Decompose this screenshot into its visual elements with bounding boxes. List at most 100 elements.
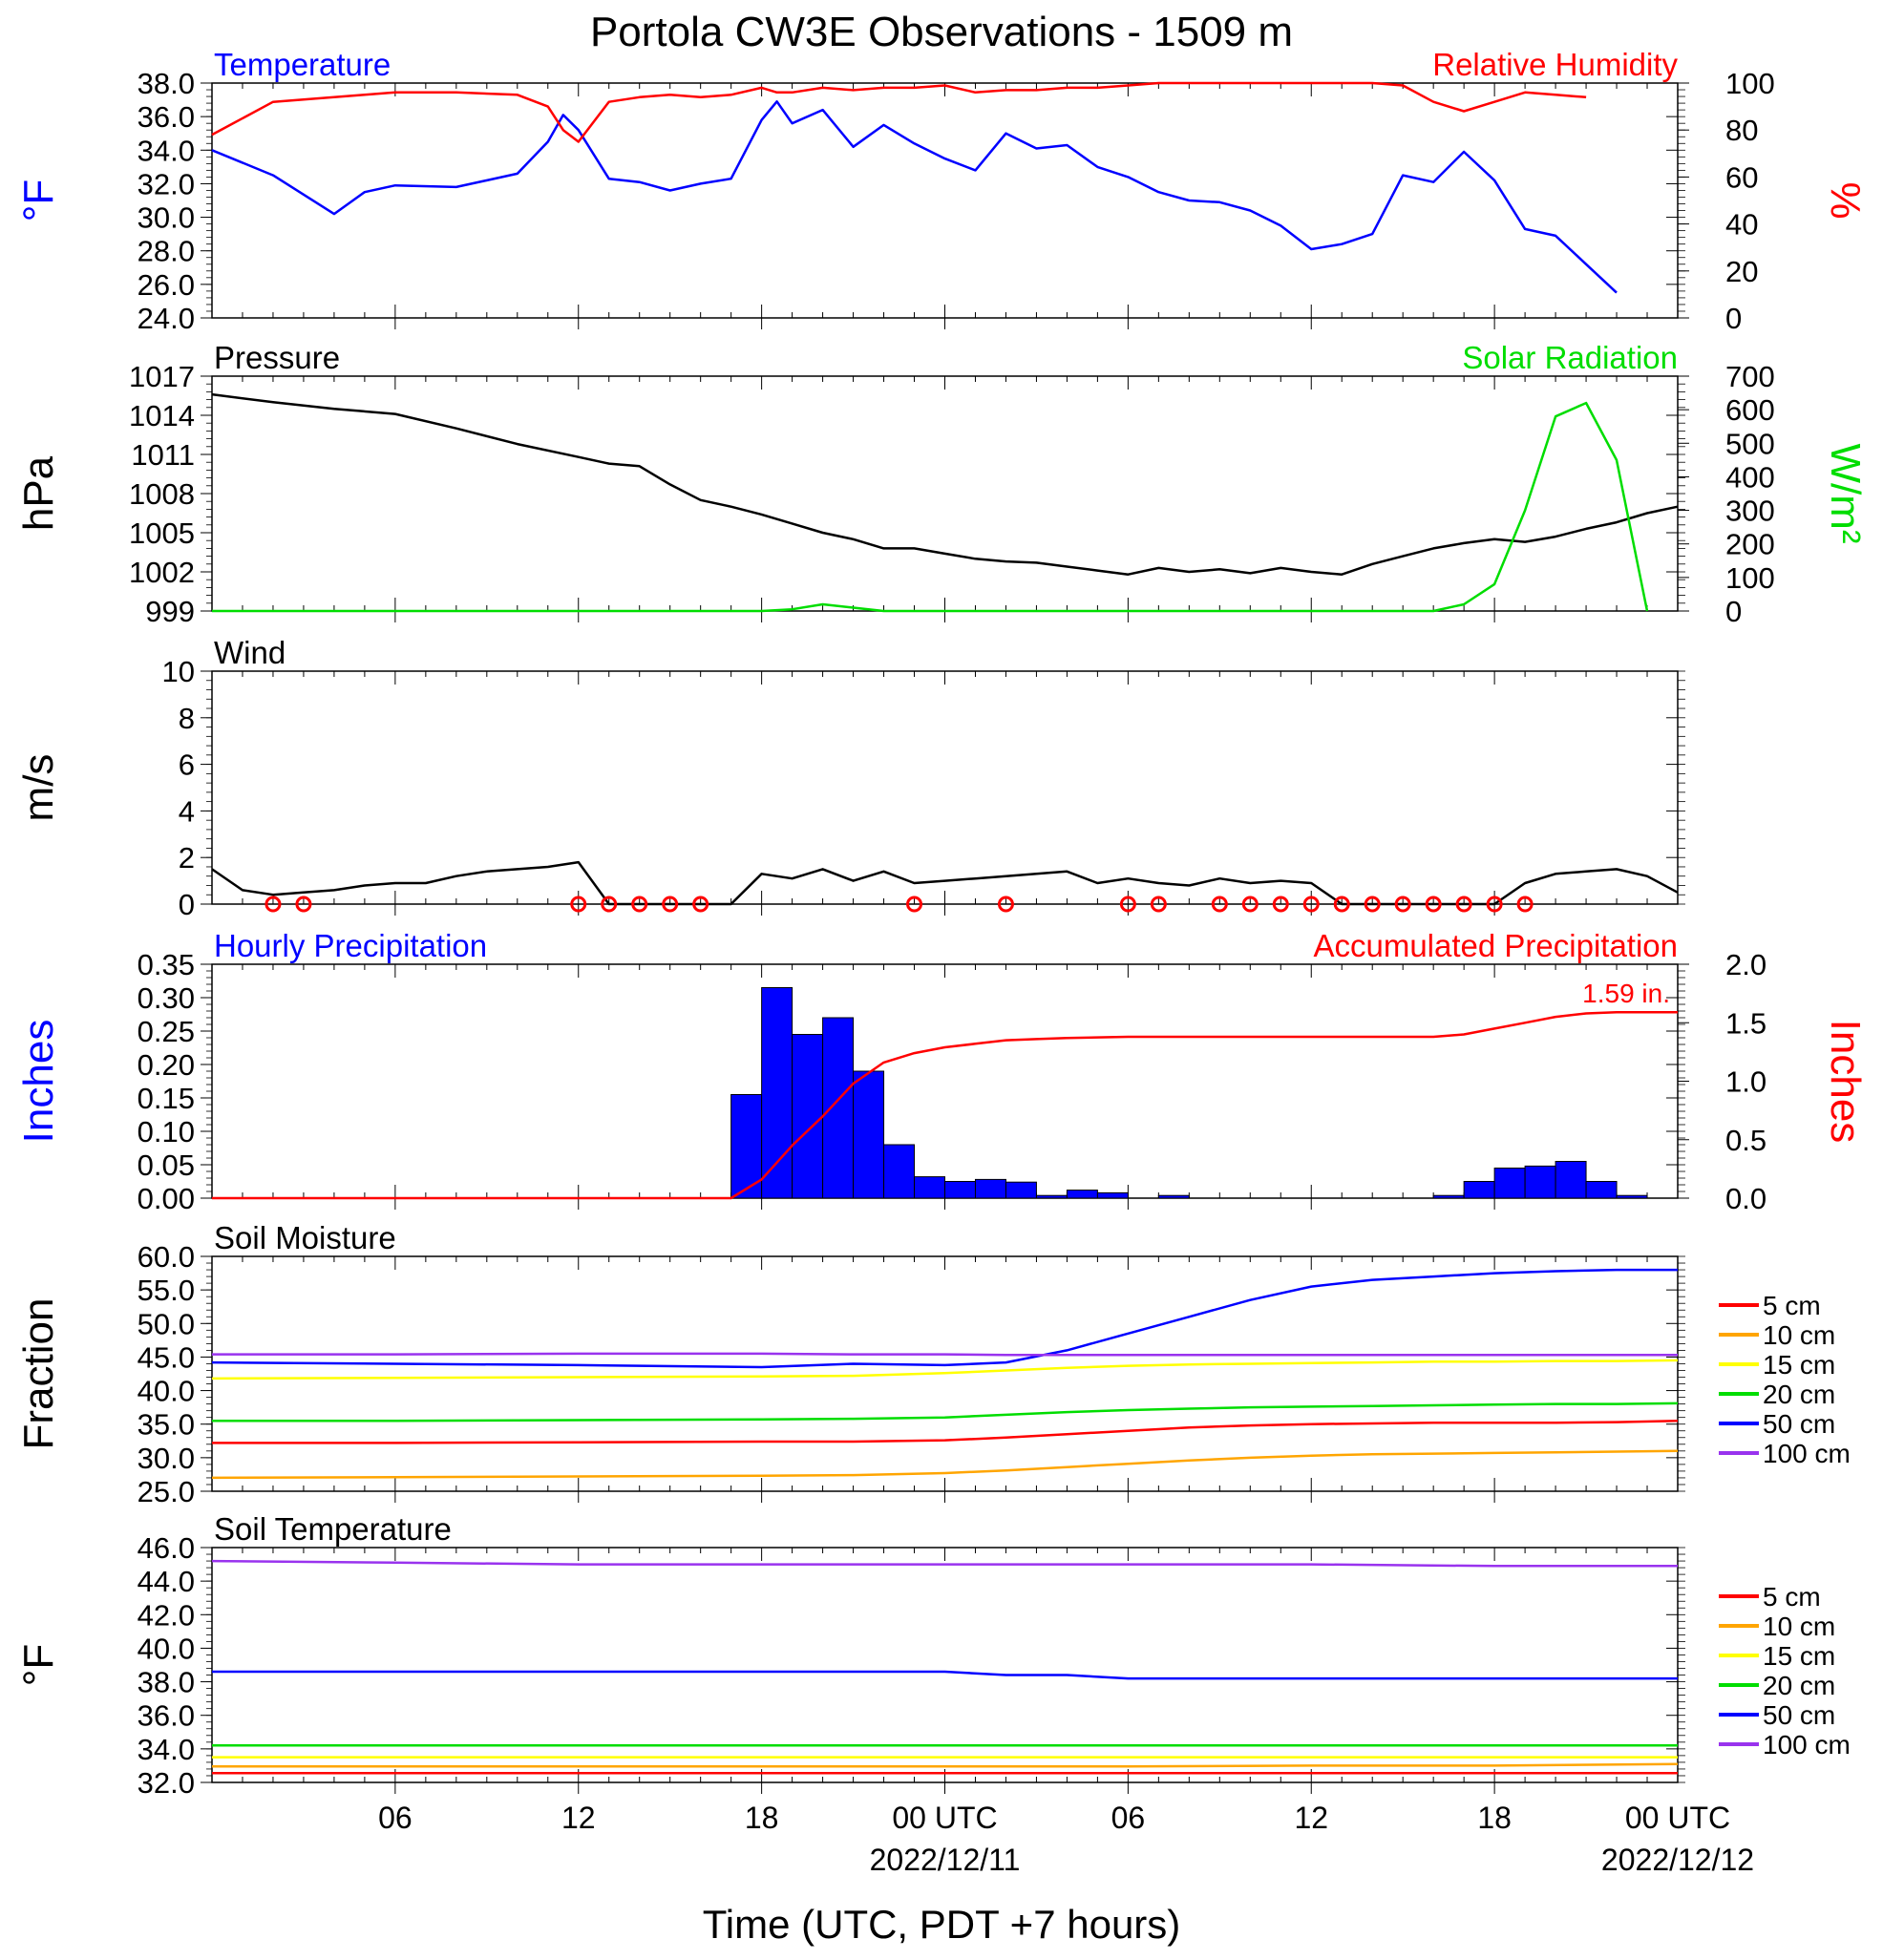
y-tick-label: 32.0 [138,1766,195,1800]
precip-bar [1005,1181,1037,1199]
calm-wind-marker [570,896,587,913]
precip-bar [1585,1181,1618,1199]
panel-title: Wind [214,635,286,670]
precip-bar [944,1181,976,1199]
x-tick-label: 00 UTC [892,1801,997,1835]
y-tick-label: 1002 [129,556,195,589]
y-right-tick-label: 100 [1725,561,1775,595]
calm-wind-marker [997,896,1014,913]
panel-soil-temperature: 46.044.042.040.038.036.034.032.0 Soil Tem… [15,1511,1851,1800]
panel-title: Temperature [214,47,391,82]
y-tick-label: 0.00 [138,1182,195,1215]
y-tick-label: 0.30 [138,981,195,1015]
calm-wind-marker [1486,896,1503,913]
series-line-relative-humidity [211,81,1587,143]
y-tick-label: 0 [179,888,195,921]
y-right-tick-label: 2.0 [1725,948,1767,981]
y-right-tick-label: 20 [1725,255,1758,288]
panel-pressure: 1017 1014 1011 1008 1005 1002 999 7006005004003… [15,340,1869,628]
x-tick-label: 12 [561,1801,596,1835]
calm-wind-marker [1150,896,1167,913]
panel-right-title: Accumulated Precipitation [1313,928,1678,963]
y-tick-label: 10 [162,655,195,688]
x-tick-label: 00 UTC [1625,1801,1730,1835]
precip-bar [730,1094,763,1199]
calm-wind-marker [1333,896,1350,913]
y-right-tick-label: 40 [1725,208,1758,242]
y-right-tick-label: 700 [1725,360,1775,393]
precip-bar [1616,1194,1648,1199]
series-line-pressure [211,392,1679,576]
precip-bar [1555,1161,1587,1199]
y-right-tick-label: 80 [1725,114,1758,147]
series-line-50-cm [212,1670,1678,1680]
y-right-tick-label: 60 [1725,160,1758,194]
panel-right-title: Solar Radiation [1462,340,1678,375]
y-tick-label: 4 [179,794,195,828]
y-tick-label: 0.15 [138,1082,195,1115]
y-tick-label: 38.0 [138,1666,195,1699]
x-date-label: 2022/12/12 [1601,1843,1754,1877]
y-right-tick-label: 1.5 [1725,1006,1767,1040]
precip-bar [914,1176,945,1199]
legend-label: 100 cm [1763,1730,1851,1760]
y-tick-label: 1014 [129,399,195,432]
y-tick-label: 0.20 [138,1048,195,1082]
precip-bar [853,1070,885,1199]
y-tick-label: 8 [179,702,195,735]
panel-frame [211,82,1679,319]
panel-frame [211,1547,1679,1783]
calm-wind-marker [1119,896,1136,913]
precip-bar [1432,1194,1465,1199]
panel-hourly-precipitation: 0.350.300.250.200.150.100.050.00 2.0 1.5 1.… [15,928,1869,1215]
x-tick-label: 12 [1294,1801,1328,1835]
legend-label: 10 cm [1763,1612,1835,1641]
precip-bar [1096,1191,1129,1199]
y-tick-label: 25.0 [138,1475,195,1508]
y-tick-label: 34.0 [138,134,195,167]
y-tick-label: 40.0 [138,1632,195,1665]
precip-bar [1066,1190,1098,1199]
series-line-10-cm [212,1762,1679,1768]
y-tick-label: 0.35 [138,948,195,981]
series-line-10-cm [211,1449,1679,1480]
panel-title: Soil Moisture [214,1220,396,1255]
y-axis-label: m/s [15,754,62,822]
x-date-label: 2022/12/11 [870,1843,1021,1877]
calm-wind-marker [295,896,312,913]
precip-bar [1524,1165,1556,1199]
y-axis-right-label: Inches [1822,1020,1869,1144]
calm-wind-marker [1241,896,1259,913]
y-right-tick-label: 200 [1725,528,1775,561]
y-tick-label: 42.0 [138,1598,195,1632]
panel-temperature: 38.036.034.032.030.028.026.024.0 100 80 60 4… [15,47,1869,335]
calm-wind-marker [601,896,618,913]
y-tick-label: 40.0 [138,1375,195,1408]
y-axis-label: °F [15,1644,62,1686]
y-right-tick-label: 0 [1725,595,1742,628]
precip-bar [761,987,793,1199]
calm-wind-marker [631,896,648,913]
y-tick-label: 60.0 [138,1240,195,1274]
y-tick-label: 1005 [129,516,195,550]
y-axis-label: Fraction [15,1298,62,1450]
panel-soil-moisture: 60.055.050.045.040.035.030.025.0 Soil Moi… [15,1220,1851,1508]
y-tick-label: 35.0 [138,1408,195,1442]
calm-wind-marker [1272,896,1289,913]
y-right-tick-label: 300 [1725,495,1775,528]
precip-bar [1493,1168,1526,1199]
y-tick-label: 50.0 [138,1307,195,1340]
legend-label: 15 cm [1763,1641,1835,1671]
y-tick-label: 0.25 [138,1015,195,1048]
series-line-100-cm [211,1559,1678,1568]
precip-bar [1463,1181,1495,1199]
y-axis-right-label: W/m² [1822,443,1869,543]
y-right-tick-label: 0 [1725,302,1742,335]
legend-label: 5 cm [1763,1291,1821,1320]
y-tick-label: 38.0 [138,67,195,100]
panel-frame [211,963,1679,1199]
precip-bar [974,1178,1006,1199]
legend-label: 5 cm [1763,1582,1821,1612]
